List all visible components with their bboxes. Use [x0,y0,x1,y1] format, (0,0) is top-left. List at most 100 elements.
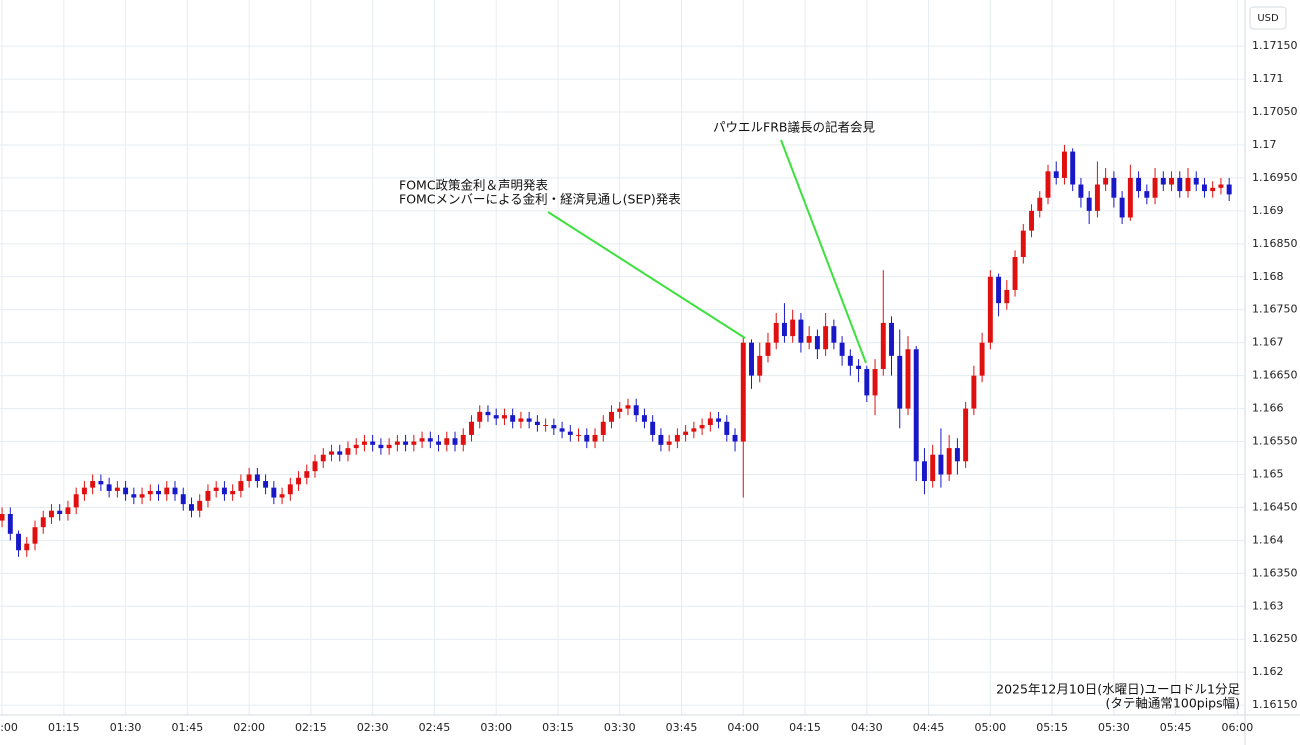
candle-body [699,425,705,429]
candle-body [996,276,1002,304]
candle-body [740,342,746,442]
candle-body [510,415,516,422]
candle-body [304,471,310,478]
candle-body [123,487,129,495]
candle-body [485,411,491,416]
x-tick-label: 04:15 [789,721,821,734]
y-tick-label: 1.166 [1252,402,1284,415]
candle-body [147,490,153,495]
y-tick-label: 1.17 [1252,138,1277,151]
candle-body [1086,197,1092,211]
candle-body [576,434,582,436]
candle-body [1226,184,1232,195]
y-tick-label: 1.164 [1252,533,1284,546]
candle-body [254,474,260,482]
candle-body [674,434,680,442]
candle-body [518,418,524,422]
candle-body [798,319,804,343]
candle-body [411,441,417,445]
candles [0,144,1232,557]
x-tick-label: 05:30 [1098,721,1130,734]
candle-body [609,411,614,422]
candle-body [1185,177,1191,192]
y-tick-label: 1.167 [1252,336,1284,349]
candle-body [790,319,796,337]
candle-body [0,514,5,521]
candle-body [683,431,689,435]
candle-body [221,487,227,495]
candle-body [230,490,236,495]
y-tick-label: 1.16250 [1252,632,1298,645]
candle-body [180,494,186,505]
candle-body [1004,289,1010,304]
candle-body [749,342,754,376]
y-tick-label: 1.17150 [1252,39,1298,52]
candle-body [963,408,969,462]
candle-body [477,411,483,422]
candle-body [1103,177,1109,185]
candle-body [1020,230,1026,258]
candle-body [971,375,977,409]
candle-body [946,448,952,475]
x-tick-label: 05:15 [1036,721,1068,734]
x-tick-label: 05:45 [1160,721,1192,734]
y-tick-label: 1.16350 [1252,566,1298,579]
x-tick-label: 03:15 [542,721,574,734]
candle-body [847,355,853,366]
candle-body [139,494,145,498]
candle-body [40,517,46,528]
candle-body [889,322,894,356]
candle-body [172,487,178,495]
candle-body [189,504,194,511]
x-tick-label: 02:45 [419,721,451,734]
candle-body [1094,184,1100,211]
candle-body [773,322,779,343]
x-tick-label: 01:45 [172,721,204,734]
y-tick-label: 1.168 [1252,270,1284,283]
annotation-line [780,139,867,364]
candle-body [263,481,269,488]
annotation: FOMCメンバーによる金利・経済見通し(SEP)発表 [399,192,681,207]
candle-body [979,342,985,376]
candle-body [625,405,631,409]
candle-body [386,444,392,449]
candle-body [1210,187,1216,192]
candle-body [897,355,903,409]
candle-body [658,434,664,445]
candle-body [864,369,870,396]
x-tick-label: 06:00 [1222,721,1254,734]
candle-body [1144,191,1150,198]
candle-body [90,481,96,488]
y-tick-label: 1.16750 [1252,303,1298,316]
candle-body [584,434,590,442]
candle-body [666,441,672,445]
candle-body [156,490,162,495]
annotation: FOMC政策金利＆声明発表 [399,178,549,193]
x-tick-label: 02:00 [233,721,265,734]
candle-body [617,408,623,412]
x-tick-label: 01:30 [110,721,142,734]
candle-body [781,322,787,337]
x-tick-label: 01:15 [48,721,80,734]
candle-body [197,500,203,511]
candle-body [856,365,862,370]
candle-body [403,441,409,445]
candle-body [337,451,343,455]
candle-body [361,441,367,445]
candle-body [592,434,598,442]
candle-body [1037,197,1043,211]
candle-body [1136,177,1142,192]
candle-body [1177,177,1183,192]
candle-body [444,438,450,445]
x-tick-label: 05:00 [974,721,1006,734]
candle-body [954,448,960,462]
candle-body [921,461,927,482]
candle-body [1169,177,1174,185]
candle-body [98,481,104,485]
candle-body [419,438,425,442]
candle-body [534,421,540,426]
candle-body [1070,151,1076,185]
